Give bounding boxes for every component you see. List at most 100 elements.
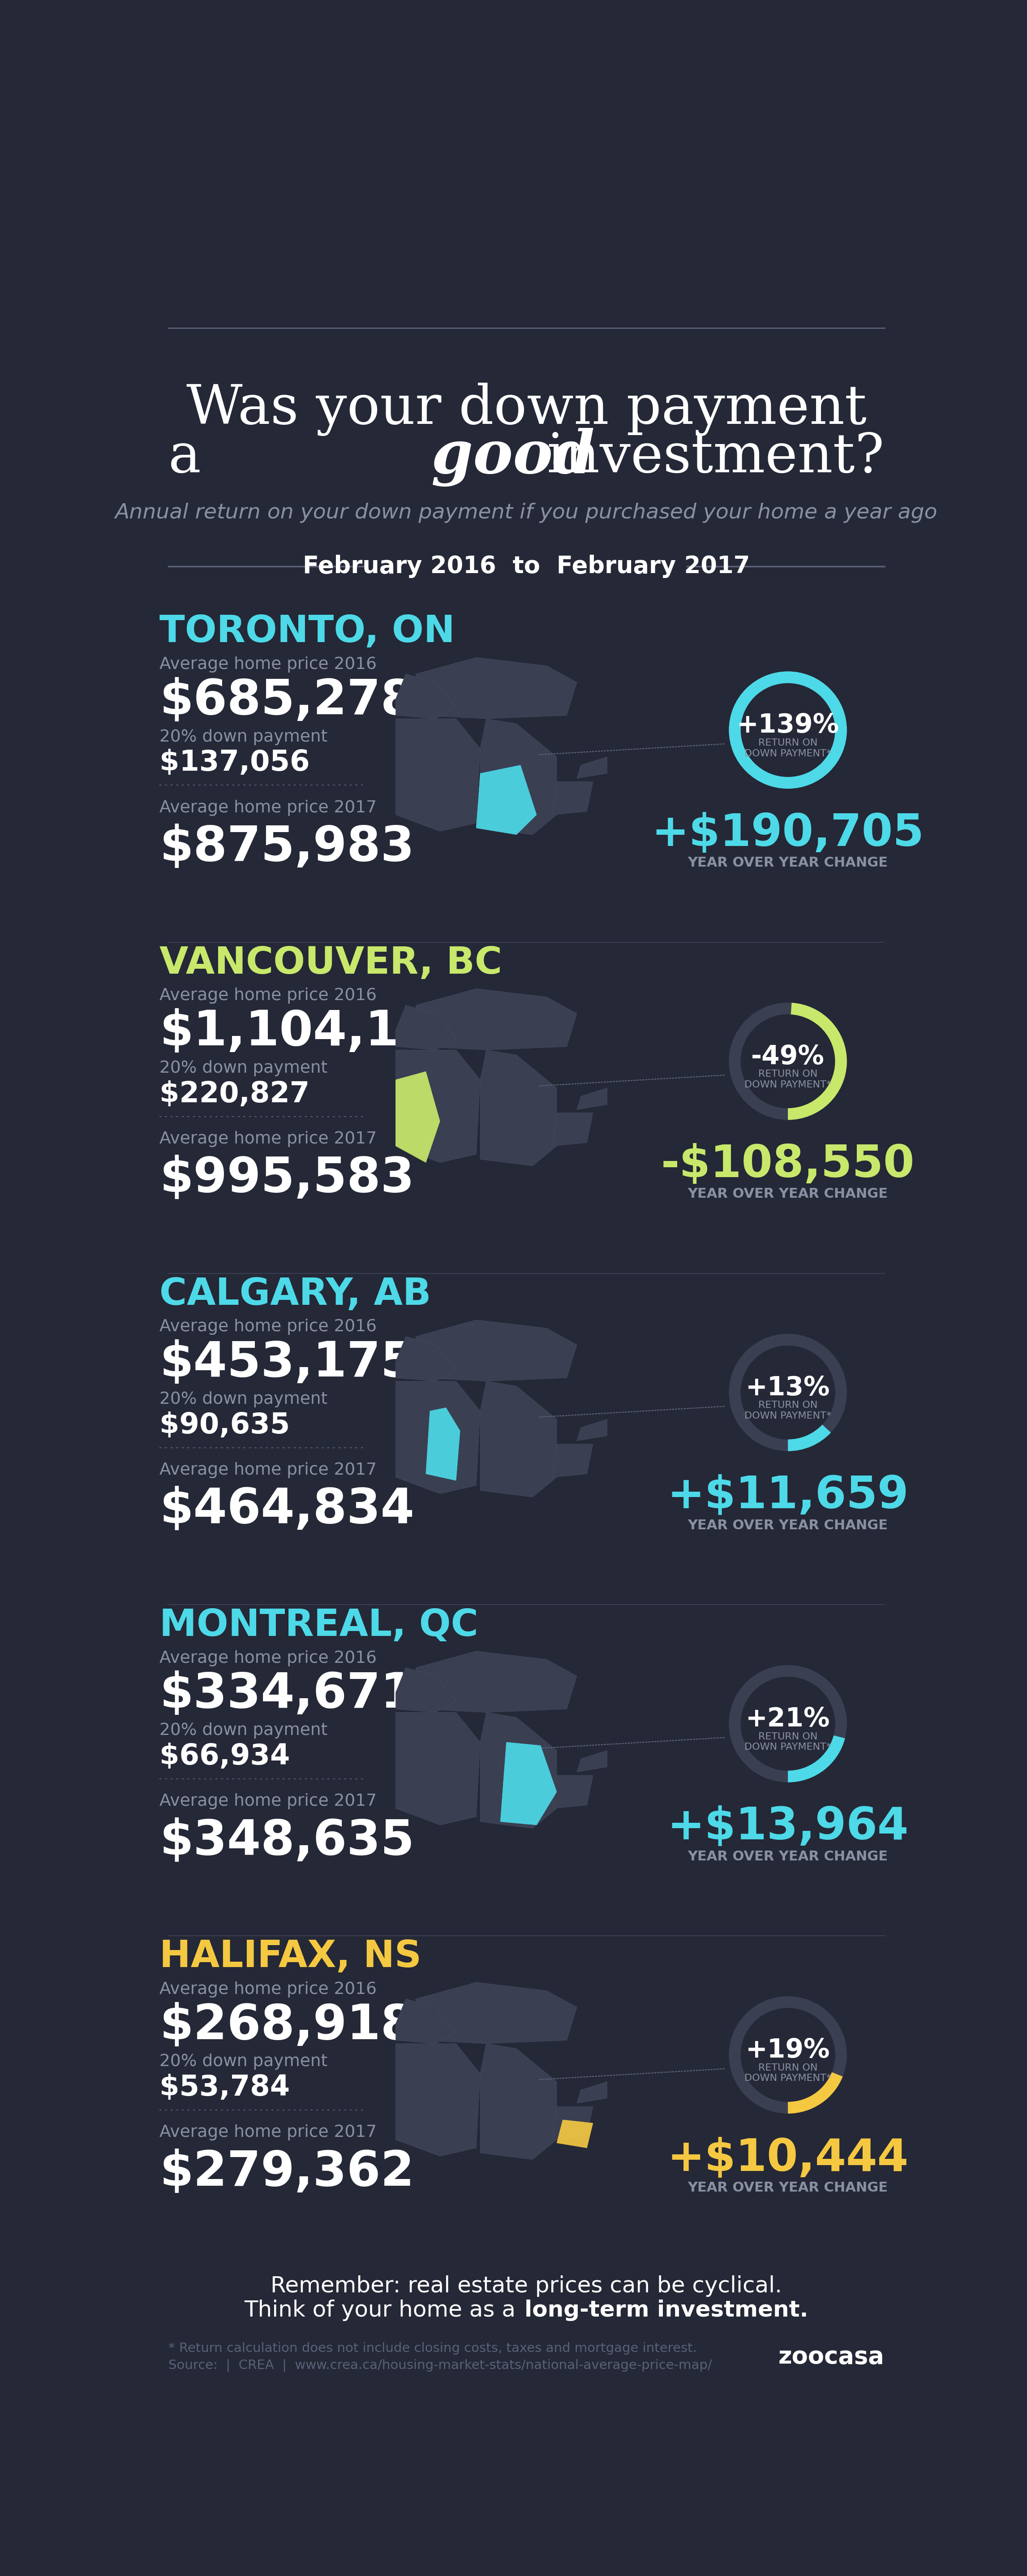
Polygon shape — [395, 1051, 481, 1162]
Polygon shape — [557, 2120, 593, 2148]
Polygon shape — [416, 989, 577, 1051]
Polygon shape — [553, 781, 593, 814]
Circle shape — [740, 2009, 835, 2102]
Text: DOWN PAYMENT*: DOWN PAYMENT* — [745, 1079, 832, 1090]
Polygon shape — [577, 757, 607, 778]
Wedge shape — [729, 672, 847, 788]
Text: * Return calculation does not include closing costs, taxes and mortgage interest: * Return calculation does not include cl… — [168, 2342, 696, 2354]
Text: $348,635: $348,635 — [159, 1816, 415, 1865]
Text: February 2016  to  February 2017: February 2016 to February 2017 — [303, 554, 750, 577]
Text: +$10,444: +$10,444 — [668, 2136, 909, 2179]
Text: $279,362: $279,362 — [159, 2148, 415, 2195]
Polygon shape — [395, 1337, 456, 1381]
Wedge shape — [729, 1664, 847, 1783]
Text: Average home price 2016: Average home price 2016 — [159, 657, 377, 672]
Text: 20% down payment: 20% down payment — [159, 1391, 328, 1406]
Wedge shape — [729, 1002, 847, 1121]
Text: Was your down payment: Was your down payment — [186, 381, 867, 435]
Text: +$11,659: +$11,659 — [668, 1473, 909, 1517]
Text: 20% down payment: 20% down payment — [159, 1061, 328, 1077]
Text: Average home price 2016: Average home price 2016 — [159, 1981, 377, 1996]
Text: $137,056: $137,056 — [159, 750, 310, 778]
Polygon shape — [481, 1381, 557, 1497]
Text: $268,918: $268,918 — [159, 2002, 415, 2050]
Text: +$190,705: +$190,705 — [651, 811, 924, 855]
Text: RETURN ON: RETURN ON — [758, 1069, 817, 1079]
Text: $53,784: $53,784 — [159, 2074, 290, 2102]
Polygon shape — [577, 1419, 607, 1440]
Text: Average home price 2017: Average home price 2017 — [159, 799, 377, 817]
Text: 20% down payment: 20% down payment — [159, 729, 328, 744]
Polygon shape — [577, 2081, 607, 2102]
Wedge shape — [729, 1996, 847, 2112]
Text: DOWN PAYMENT*: DOWN PAYMENT* — [745, 1744, 832, 1752]
Polygon shape — [416, 1984, 577, 2043]
Text: Average home price 2017: Average home price 2017 — [159, 2125, 377, 2141]
Wedge shape — [788, 1736, 845, 1783]
Text: 20% down payment: 20% down payment — [159, 1723, 328, 1739]
Text: $90,635: $90,635 — [159, 1412, 290, 1440]
Text: -49%: -49% — [751, 1043, 825, 1069]
Polygon shape — [553, 2107, 593, 2141]
Text: YEAR OVER YEAR CHANGE: YEAR OVER YEAR CHANGE — [688, 1520, 888, 1533]
Text: DOWN PAYMENT*: DOWN PAYMENT* — [745, 2074, 832, 2084]
Text: RETURN ON: RETURN ON — [758, 739, 817, 747]
Polygon shape — [577, 1752, 607, 1772]
Text: DOWN PAYMENT*: DOWN PAYMENT* — [745, 1412, 832, 1419]
Polygon shape — [395, 1713, 481, 1824]
Polygon shape — [426, 1406, 460, 1481]
Text: Average home price 2016: Average home price 2016 — [159, 987, 377, 1005]
Text: a       investment?: a investment? — [168, 430, 884, 484]
Wedge shape — [788, 1425, 831, 1450]
Wedge shape — [729, 1334, 847, 1450]
Text: +21%: +21% — [746, 1705, 830, 1731]
Text: Average home price 2017: Average home price 2017 — [159, 1463, 377, 1479]
Text: $464,834: $464,834 — [159, 1486, 415, 1533]
Polygon shape — [395, 1005, 456, 1051]
Circle shape — [740, 1345, 835, 1440]
Polygon shape — [553, 1775, 593, 1808]
Polygon shape — [481, 719, 557, 835]
Text: zoocasa: zoocasa — [778, 2344, 884, 2367]
Wedge shape — [788, 1002, 847, 1121]
Polygon shape — [553, 1113, 593, 1146]
Text: $334,671: $334,671 — [159, 1672, 415, 1718]
Text: long-term investment.: long-term investment. — [525, 2300, 808, 2321]
Text: +$13,964: +$13,964 — [668, 1806, 909, 1850]
Polygon shape — [416, 657, 577, 719]
Polygon shape — [481, 2043, 557, 2159]
Text: Source:  |  CREA  |  www.crea.ca/housing-market-stats/national-average-price-map: Source: | CREA | www.crea.ca/housing-mar… — [168, 2360, 712, 2372]
Text: Average home price 2016: Average home price 2016 — [159, 1651, 377, 1667]
Polygon shape — [477, 765, 536, 835]
Polygon shape — [395, 719, 481, 832]
Polygon shape — [395, 1381, 481, 1494]
Text: 20% down payment: 20% down payment — [159, 2053, 328, 2071]
Polygon shape — [481, 1713, 557, 1829]
Text: Average home price 2016: Average home price 2016 — [159, 1319, 377, 1334]
Text: YEAR OVER YEAR CHANGE: YEAR OVER YEAR CHANGE — [688, 855, 888, 868]
Polygon shape — [577, 1087, 607, 1110]
Circle shape — [740, 683, 835, 778]
Text: TORONTO, ON: TORONTO, ON — [159, 613, 455, 649]
Text: YEAR OVER YEAR CHANGE: YEAR OVER YEAR CHANGE — [688, 2182, 888, 2195]
Text: RETURN ON: RETURN ON — [758, 2063, 817, 2071]
Text: +139%: +139% — [736, 714, 839, 739]
Text: Average home price 2017: Average home price 2017 — [159, 1793, 377, 1808]
Polygon shape — [395, 1999, 456, 2043]
Wedge shape — [729, 672, 847, 788]
Text: Remember: real estate prices can be cyclical.: Remember: real estate prices can be cycl… — [270, 2275, 783, 2298]
Text: YEAR OVER YEAR CHANGE: YEAR OVER YEAR CHANGE — [688, 1850, 888, 1862]
Text: +19%: +19% — [746, 2038, 830, 2063]
Text: Average home price 2017: Average home price 2017 — [159, 1131, 377, 1146]
Polygon shape — [395, 675, 456, 719]
Polygon shape — [416, 1319, 577, 1381]
Text: $875,983: $875,983 — [159, 824, 415, 871]
Text: good: good — [431, 428, 595, 487]
Text: DOWN PAYMENT*: DOWN PAYMENT* — [745, 750, 832, 757]
Text: CALGARY, AB: CALGARY, AB — [159, 1275, 431, 1311]
Circle shape — [740, 1677, 835, 1770]
Text: $66,934: $66,934 — [159, 1741, 290, 1770]
Text: $685,278: $685,278 — [159, 677, 415, 724]
Polygon shape — [500, 1741, 557, 1824]
Text: HALIFAX, NS: HALIFAX, NS — [159, 1940, 422, 1976]
